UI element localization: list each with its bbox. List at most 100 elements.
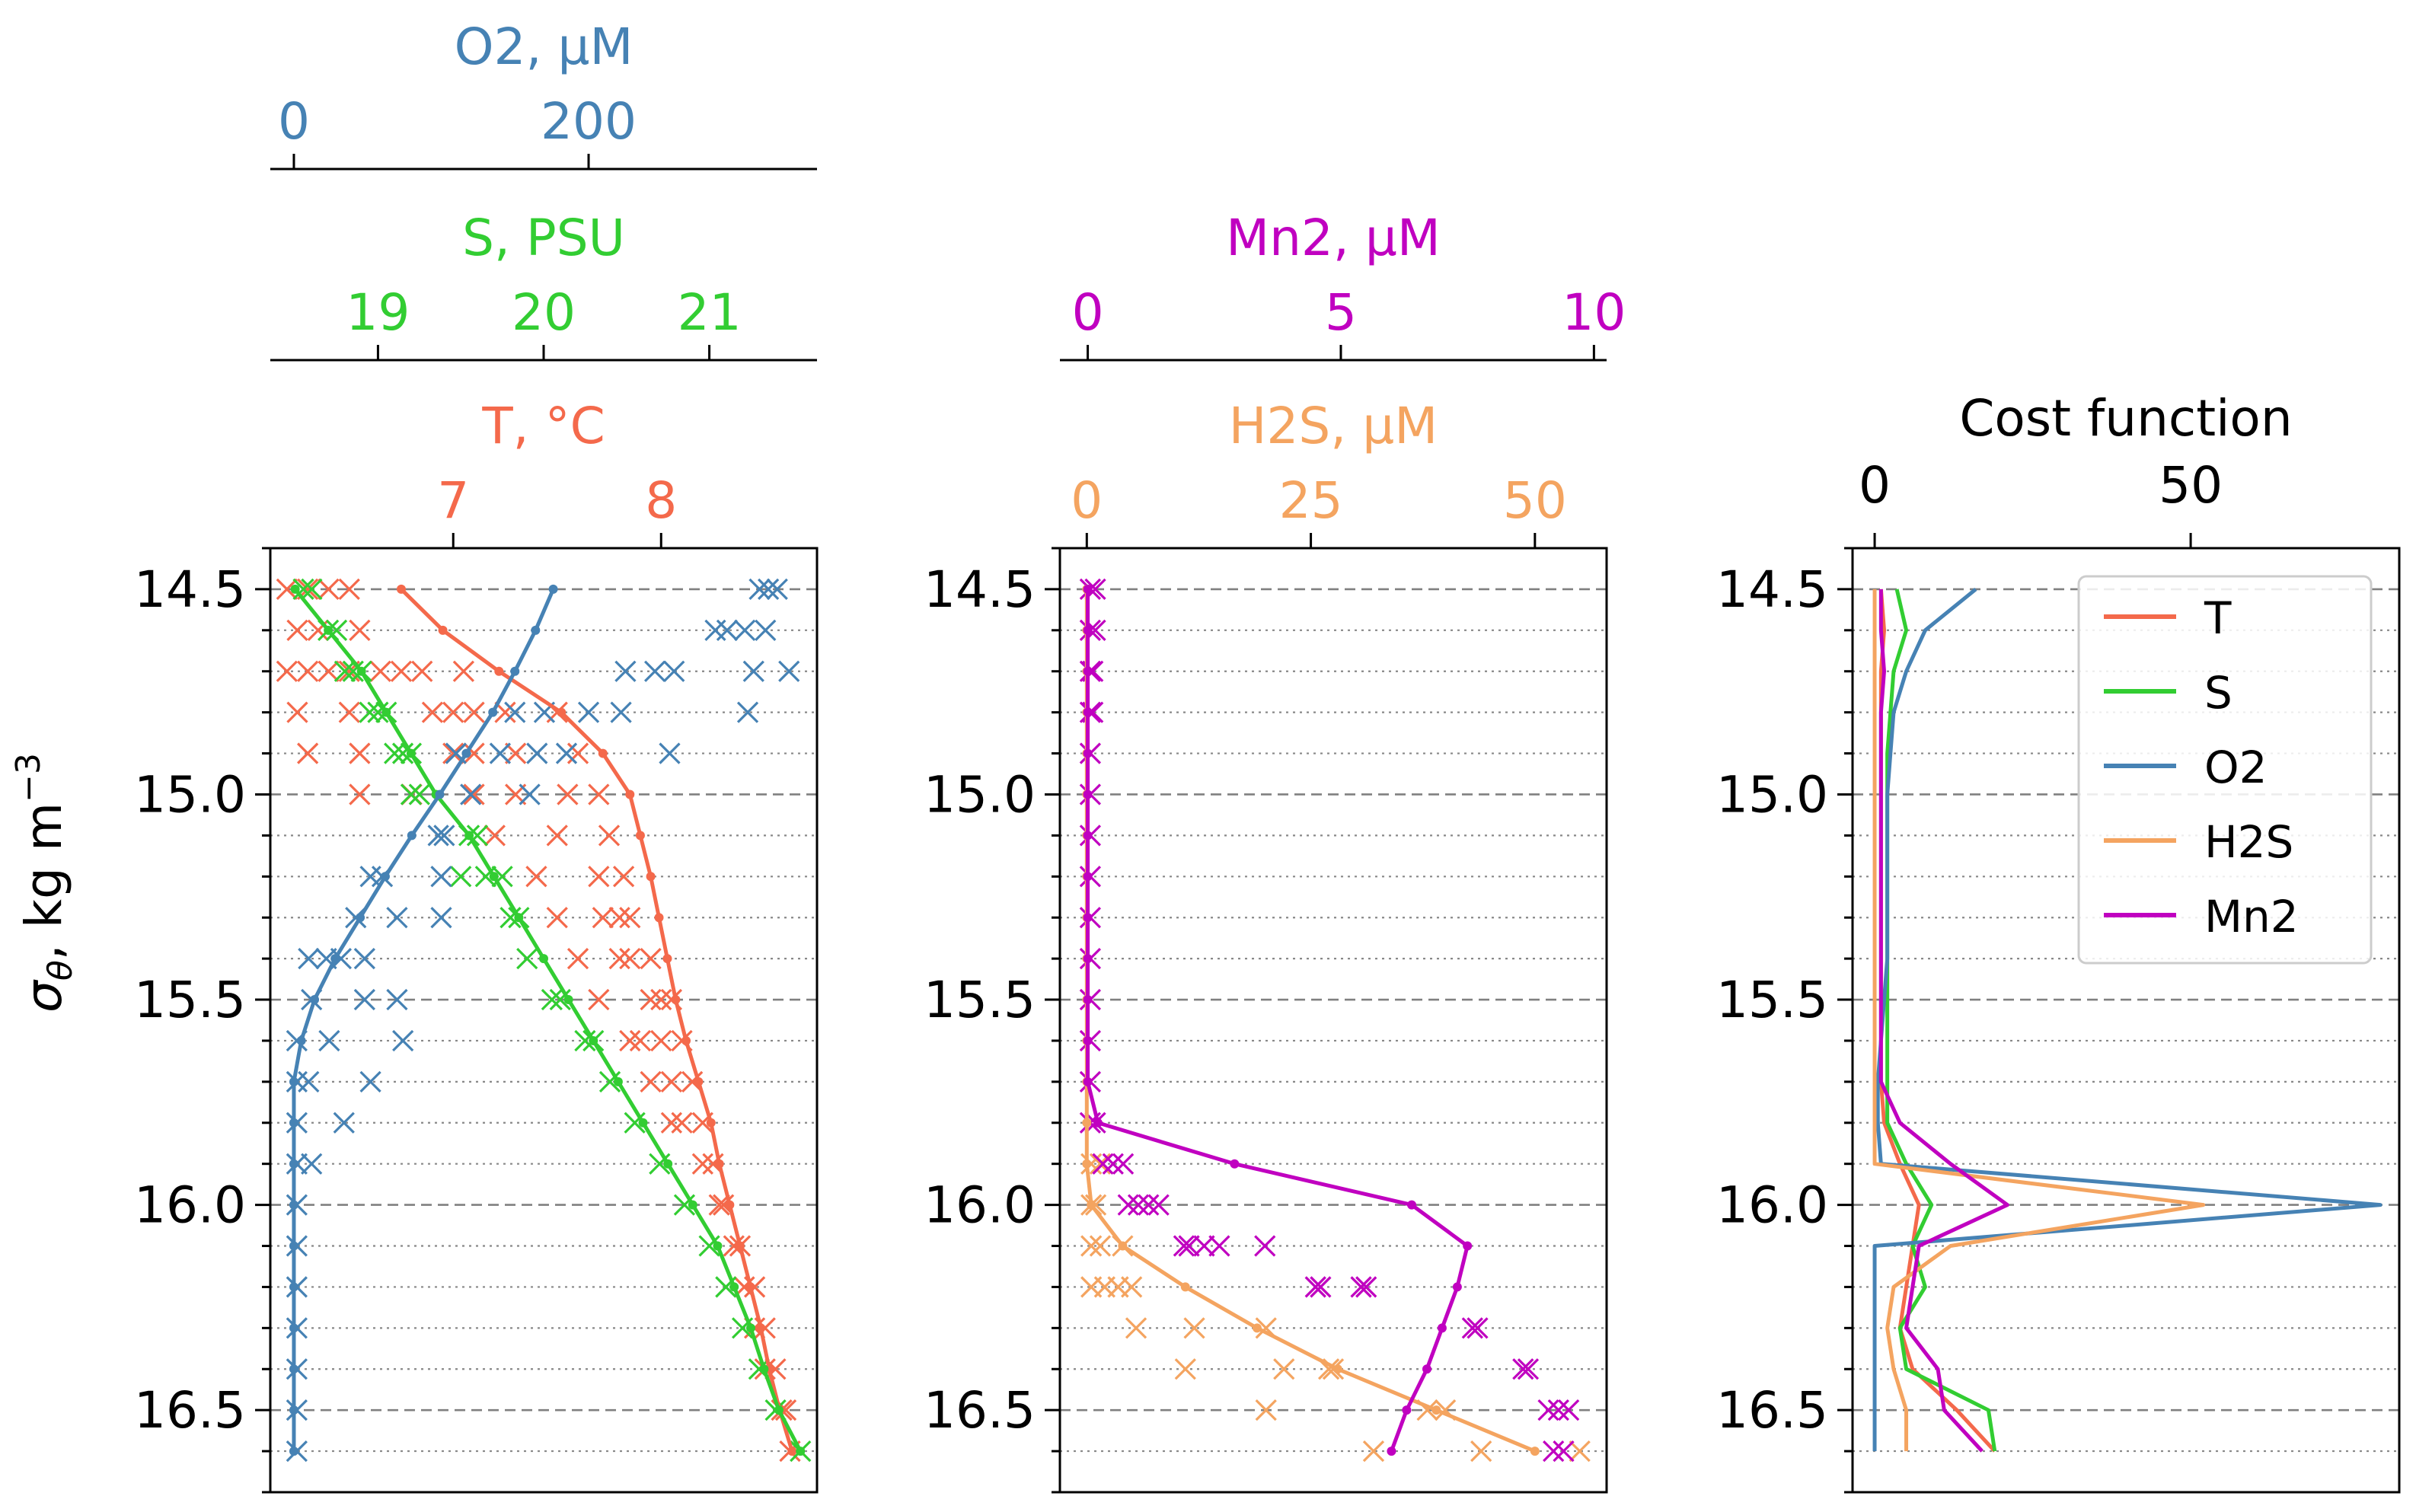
model-t-point xyxy=(681,1035,691,1045)
model-o2-point xyxy=(289,1364,298,1374)
model-s-point xyxy=(638,1118,648,1128)
y-label-sigma: σ xyxy=(14,979,73,1013)
model-t-point xyxy=(494,666,504,676)
obs-o2-marker xyxy=(736,701,759,723)
model-s-point xyxy=(663,1159,673,1169)
legend-s-label: S xyxy=(2204,667,2232,719)
obs-t-marker xyxy=(629,1029,652,1052)
model-h2s-point xyxy=(1087,1200,1096,1210)
model-s-point xyxy=(613,1077,623,1086)
model-mn2-point xyxy=(1093,1118,1103,1128)
model-t-point xyxy=(725,1200,735,1210)
obs-t-marker xyxy=(588,783,610,805)
obs-o2-marker xyxy=(460,783,482,805)
obs-h2s-marker xyxy=(1174,1358,1196,1380)
obs-t-marker xyxy=(286,701,308,723)
obs-t-marker xyxy=(566,742,589,764)
obs-t-marker xyxy=(608,907,630,929)
obs-mn2-marker xyxy=(1543,1440,1565,1463)
obs-mn2-marker xyxy=(1102,1153,1124,1175)
panel1-ytick-label: 15.0 xyxy=(134,765,246,824)
panel3-y-ticks: 14.5 15.0 15.5 16.0 16.5 xyxy=(1716,547,1853,1494)
h2s-tick-label: 50 xyxy=(1503,471,1567,530)
model-o2-point xyxy=(289,1118,298,1128)
model-s-point xyxy=(688,1200,697,1210)
obs-h2s-marker xyxy=(1255,1399,1277,1421)
obs-s-marker xyxy=(301,578,323,601)
model-mn2-point xyxy=(1083,666,1093,676)
t-tick-label: 8 xyxy=(645,471,677,530)
panel2-ytick-label: 16.5 xyxy=(924,1381,1036,1440)
panel2-series xyxy=(1079,578,1591,1463)
model-o2-point xyxy=(356,913,365,923)
obs-mn2-marker xyxy=(1208,1235,1230,1257)
panel1-salinity-axis: S, PSU xyxy=(270,209,817,362)
temperature-axis-label: T, °C xyxy=(481,397,605,455)
legend-box xyxy=(2077,575,2373,965)
model-t-point xyxy=(714,1159,724,1169)
obs-s-marker xyxy=(698,1235,720,1257)
model-mn2-point xyxy=(1083,584,1093,594)
obs-o2-marker xyxy=(758,578,780,601)
model-mn2-point xyxy=(1083,789,1093,799)
obs-o2-marker xyxy=(386,988,408,1011)
obs-s-marker xyxy=(649,1153,671,1175)
model-o2-point xyxy=(435,789,445,799)
model-mn2-point xyxy=(1402,1405,1412,1415)
obs-o2-marker xyxy=(716,619,739,641)
model-s-point xyxy=(539,954,548,964)
panel2-ytick-label: 15.0 xyxy=(924,765,1036,824)
panel3-ytick-label: 14.5 xyxy=(1716,560,1828,619)
obs-o2-marker xyxy=(359,1070,381,1093)
obs-s-marker xyxy=(549,988,571,1011)
legend-o2-label: O2 xyxy=(2204,742,2268,793)
panel-cost-function: 14.5 15.0 15.5 16.0 16.5 Cost function 0 50 T… xyxy=(1716,389,2401,1494)
obs-h2s-marker xyxy=(1569,1440,1591,1463)
panel3-ytick-label: 15.5 xyxy=(1716,971,1828,1029)
panel1-temperature-axis: T, °C xyxy=(270,397,817,550)
obs-t-marker xyxy=(421,701,444,723)
panel3-cost-axis: Cost function 0 50 xyxy=(1859,389,2293,548)
mn2-tick-label: 5 xyxy=(1325,283,1357,342)
obs-mn2-marker xyxy=(1117,1194,1139,1216)
obs-t-marker xyxy=(546,825,568,847)
obs-t-marker xyxy=(318,660,340,682)
obs-s-marker xyxy=(342,660,364,682)
obs-t-marker xyxy=(640,988,662,1011)
obs-t-marker xyxy=(484,825,506,847)
model-t-point xyxy=(625,789,635,799)
obs-o2-marker xyxy=(610,701,632,723)
model-o2-point xyxy=(461,748,471,758)
model-s-point xyxy=(381,707,391,717)
model-o2-point xyxy=(296,1035,306,1045)
obs-o2-marker xyxy=(663,660,685,682)
obs-t-marker xyxy=(463,701,485,723)
obs-s-marker xyxy=(474,866,496,888)
mn2-tick-label: 0 xyxy=(1072,283,1104,342)
model-t-point xyxy=(706,1118,716,1128)
obs-o2-marker xyxy=(742,660,764,682)
panel2-mn2-axis: Mn2, μM xyxy=(1060,209,1607,362)
obs-t-marker xyxy=(691,1153,713,1175)
model-t-point xyxy=(694,1077,704,1086)
obs-mn2-marker xyxy=(1517,1358,1540,1380)
o2-tick-label: 0 xyxy=(278,92,310,151)
model-mn2-point xyxy=(1452,1282,1462,1292)
obs-t-marker xyxy=(297,742,319,764)
legend-t-label: T xyxy=(2204,592,2232,644)
obs-t-marker xyxy=(619,947,641,970)
model-h2s-point xyxy=(1431,1405,1441,1415)
obs-t-marker xyxy=(297,660,319,682)
model-o2-point xyxy=(510,666,520,676)
panel-temperature-salinity-oxygen: 14.5 15.0 15.5 16.0 16.5 T, °C S, PSU O2, μM… xyxy=(134,18,819,1494)
salinity-axis-label: S, PSU xyxy=(462,209,625,267)
obs-s-marker xyxy=(292,578,314,601)
obs-h2s-marker xyxy=(1362,1440,1385,1463)
obs-t-marker xyxy=(276,578,298,601)
y-label-units: , kg m xyxy=(14,802,73,960)
obs-t-marker xyxy=(588,866,610,888)
obs-o2-marker xyxy=(430,866,452,888)
model-t-point xyxy=(787,1447,797,1456)
model-s-point xyxy=(290,584,300,594)
